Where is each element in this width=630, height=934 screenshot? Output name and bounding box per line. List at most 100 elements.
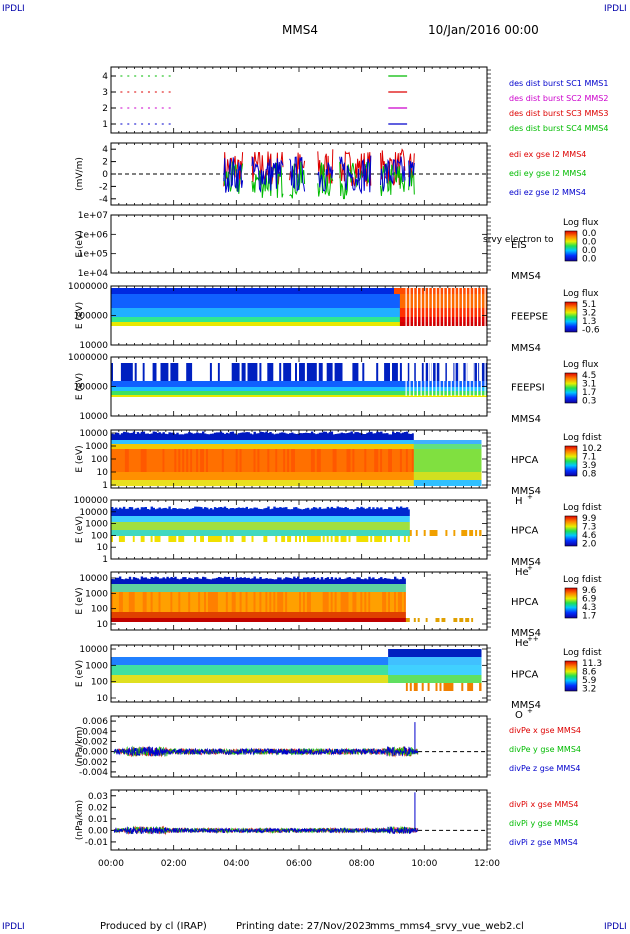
spectrogram-cell bbox=[413, 584, 417, 592]
spectrogram-cell bbox=[217, 449, 221, 472]
spectrogram-cell bbox=[279, 294, 282, 308]
spectrogram-cell bbox=[180, 440, 183, 444]
spectrogram-cell bbox=[295, 288, 298, 294]
spectrogram-cell bbox=[378, 584, 381, 592]
spectrogram-cell bbox=[380, 449, 383, 472]
spectrogram-cell bbox=[148, 363, 151, 381]
spectrogram-cell bbox=[457, 536, 460, 542]
spectrogram-cell bbox=[346, 522, 349, 530]
spectrogram-cell bbox=[194, 326, 197, 329]
spectrogram-cell bbox=[204, 480, 207, 486]
spectrogram-cell bbox=[376, 480, 379, 486]
spectrogram-cell bbox=[362, 363, 365, 381]
spectrogram-cell bbox=[172, 294, 175, 308]
spectrogram-cell bbox=[358, 530, 361, 536]
spectrogram-cell bbox=[417, 530, 421, 536]
spectrogram-cell bbox=[344, 507, 347, 516]
spectrogram-cell bbox=[475, 326, 478, 329]
spectrogram-cell bbox=[352, 536, 355, 542]
spectrogram-cell bbox=[229, 326, 233, 329]
spectrogram-cell bbox=[283, 381, 286, 387]
spectrogram-cell bbox=[136, 612, 140, 618]
spectrogram-cell bbox=[237, 584, 241, 592]
spectrogram-cell bbox=[303, 449, 306, 472]
spectrogram-cell bbox=[273, 522, 276, 530]
spectrogram-cell bbox=[344, 584, 347, 592]
spectrogram-cell bbox=[180, 472, 183, 480]
spectrogram-cell bbox=[115, 507, 118, 516]
spectrogram-cell bbox=[461, 444, 464, 449]
spectrogram-cell bbox=[211, 433, 215, 440]
spectrogram-cell bbox=[215, 432, 219, 440]
spectrogram-cell bbox=[459, 391, 462, 395]
spectrogram-cell bbox=[225, 522, 229, 530]
spectrogram-cell bbox=[376, 592, 379, 612]
spectrogram-cell bbox=[148, 516, 151, 522]
spectrogram-cell bbox=[403, 322, 407, 326]
spectrogram-cell bbox=[348, 294, 351, 308]
spectrogram-cell bbox=[336, 618, 339, 622]
spectrogram-cell bbox=[213, 444, 217, 449]
spectrogram-cell bbox=[449, 294, 452, 308]
spectrogram-cell bbox=[334, 508, 337, 516]
spectrogram-cell bbox=[192, 592, 195, 612]
spectrogram-cell bbox=[479, 381, 482, 387]
spectrogram-cell bbox=[297, 584, 300, 592]
spectrogram-cell bbox=[120, 433, 124, 440]
spectrogram-cell bbox=[140, 431, 144, 440]
spectrogram-cell bbox=[148, 294, 151, 308]
spectrogram-cell bbox=[227, 317, 231, 322]
spectrogram-cell bbox=[368, 536, 371, 542]
spectrogram-cell bbox=[152, 395, 155, 397]
spectrogram-cell bbox=[160, 363, 163, 381]
spectrogram-cell bbox=[275, 294, 278, 308]
spectrogram-cell bbox=[479, 508, 482, 516]
spectrogram-cell bbox=[320, 592, 324, 612]
spectrogram-cell bbox=[362, 288, 365, 294]
spectrogram-cell bbox=[360, 322, 363, 326]
spectrogram-cell bbox=[158, 432, 161, 440]
spectrogram-cell bbox=[475, 440, 478, 444]
spectrogram-cell bbox=[239, 326, 242, 329]
spectrogram-cell bbox=[378, 395, 381, 397]
spectrogram-cell bbox=[144, 395, 147, 397]
spectrogram-cell bbox=[237, 536, 241, 542]
spectrogram-cell bbox=[202, 322, 205, 326]
spectrogram-cell bbox=[111, 363, 114, 381]
spectrogram-cell bbox=[306, 440, 310, 444]
spectrogram-cell bbox=[312, 308, 316, 317]
spectrogram-cell bbox=[461, 449, 464, 472]
spectrogram-cell bbox=[217, 530, 221, 536]
spectrogram-cell bbox=[227, 391, 231, 395]
spectrogram-cell bbox=[249, 522, 252, 530]
spectrogram-cell bbox=[457, 522, 460, 530]
spectrogram-cell bbox=[208, 516, 211, 522]
spectrogram-cell bbox=[439, 322, 442, 326]
spectrogram-cell bbox=[162, 472, 165, 480]
spectrogram-cell bbox=[348, 326, 351, 329]
spectrogram-cell bbox=[372, 577, 375, 584]
spectrogram-cell bbox=[348, 363, 351, 381]
spectrogram-cell bbox=[338, 530, 341, 536]
spectrogram-cell bbox=[459, 317, 462, 322]
spectrogram-cell bbox=[291, 288, 294, 294]
spectrogram-cell bbox=[423, 434, 427, 440]
spectrogram-cell bbox=[431, 530, 434, 536]
spectrogram-cell bbox=[322, 431, 326, 440]
spectrogram-cell bbox=[366, 592, 369, 612]
spectrogram-cell bbox=[168, 472, 171, 480]
spectrogram-cell bbox=[172, 395, 175, 397]
spectrogram-cell bbox=[211, 509, 215, 516]
spectrogram-cell bbox=[231, 431, 235, 440]
spectrogram-cell bbox=[257, 444, 260, 449]
spectrogram-cell bbox=[271, 592, 274, 612]
spectrogram-cell bbox=[423, 592, 427, 612]
spectrogram-cell bbox=[186, 612, 189, 618]
spectrogram-cell bbox=[443, 536, 446, 542]
spectrogram-cell bbox=[164, 440, 167, 444]
spectrogram-cell bbox=[401, 536, 405, 542]
spectrogram-cell bbox=[397, 536, 401, 542]
spectrogram-cell bbox=[332, 579, 335, 584]
spectrogram-cell bbox=[399, 480, 403, 486]
spectrogram-cell bbox=[437, 618, 440, 622]
